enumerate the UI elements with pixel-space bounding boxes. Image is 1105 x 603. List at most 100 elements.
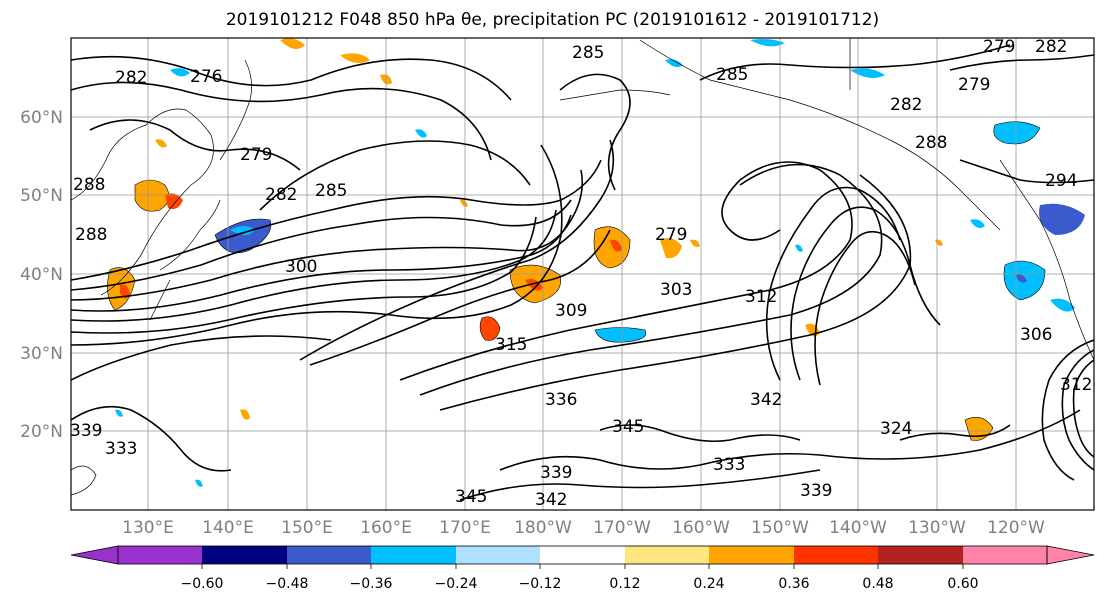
- precip-negative-area: [1050, 298, 1075, 312]
- precip-negative-area: [594, 327, 647, 343]
- longitude-labels: 130°E 140°E 150°E 160°E 170°E 180°W 170°…: [122, 518, 1045, 538]
- precip-negative-area: [170, 68, 190, 77]
- coastline-aleutians: [559, 89, 671, 101]
- colorbar-tick-label: 0.60: [947, 576, 978, 592]
- precip-negative-area: [415, 129, 427, 138]
- contour-line: [71, 216, 537, 334]
- colorbar-under-arrow: [70, 545, 119, 565]
- lat-label: 40°N: [20, 265, 63, 285]
- precip-negative-area: [970, 219, 985, 228]
- contour-label: 288: [915, 133, 947, 153]
- precip-positive-area: [610, 239, 622, 252]
- contour-line: [71, 169, 584, 301]
- precip-positive-area: [525, 279, 543, 291]
- colorbar-outline: [117, 545, 1048, 565]
- contour-label: 333: [713, 455, 745, 475]
- contour-line: [459, 469, 821, 501]
- colorbar-tick-marks: [201, 564, 964, 569]
- precip-positive-area: [340, 53, 370, 64]
- contour-label: 279: [240, 145, 272, 165]
- precip-negative-area: [195, 479, 203, 487]
- precip-negative-area: [115, 409, 123, 417]
- colorbar-segment: [625, 546, 709, 564]
- contour-line: [71, 335, 332, 381]
- contour-label: 276: [190, 67, 222, 87]
- lon-label: 140°W: [829, 518, 887, 538]
- lat-label: 60°N: [20, 108, 63, 128]
- lon-label: 140°E: [202, 518, 254, 538]
- precip-negative-area: [1015, 274, 1027, 283]
- colorbar-segment: [456, 546, 540, 564]
- colorbar-tick-label: 0.36: [778, 576, 809, 592]
- coastline-na-west: [999, 159, 1094, 361]
- contour-line: [499, 409, 1081, 471]
- contour-label: 339: [70, 421, 102, 441]
- contour-line: [899, 424, 1011, 441]
- lon-label: 120°W: [987, 518, 1045, 538]
- contour-line: [71, 55, 512, 101]
- contour-label: 324: [880, 419, 912, 439]
- lon-label: 150°W: [751, 518, 809, 538]
- contour-label: 282: [115, 68, 147, 88]
- contour-label: 309: [555, 301, 587, 321]
- contour-line: [559, 73, 631, 191]
- contour-label: 345: [455, 487, 487, 507]
- contour-line: [89, 119, 301, 171]
- contour-line: [71, 209, 557, 322]
- colorbar-segment: [202, 546, 287, 564]
- coastline-japan: [149, 199, 221, 321]
- colorbar-tick-label: 0.48: [862, 576, 893, 592]
- contour-label: 303: [660, 280, 692, 300]
- contour-label: 312: [1060, 375, 1092, 395]
- colorbar-tick-label: 0.24: [693, 576, 724, 592]
- precip-negative-area: [850, 68, 885, 79]
- contour-line: [299, 139, 615, 361]
- precip-negative-area: [665, 59, 683, 68]
- contour-label: 288: [73, 175, 105, 195]
- contour-label: 285: [315, 181, 347, 201]
- coastline-kamchatka: [219, 59, 252, 161]
- precip-positive-area: [280, 38, 305, 49]
- contour-label: 282: [1035, 37, 1067, 57]
- contour-label: 285: [572, 43, 604, 63]
- precip-positive-area: [240, 409, 250, 420]
- contour-line: [765, 186, 901, 381]
- precip-shading: [107, 38, 1085, 487]
- lat-label: 50°N: [20, 186, 63, 206]
- precip-positive-area: [479, 316, 501, 341]
- precip-positive-area: [660, 238, 682, 259]
- contour-label: 279: [983, 37, 1015, 57]
- coastline-alaska: [639, 39, 1001, 231]
- contour-line: [309, 229, 611, 366]
- contour-label: 342: [750, 390, 782, 410]
- contour-line: [71, 214, 572, 312]
- precip-positive-area: [690, 239, 700, 248]
- coastlines: [71, 38, 1094, 496]
- precip-positive-area: [460, 199, 468, 207]
- lon-label: 170°E: [439, 518, 491, 538]
- colorbar-tick-label: −0.48: [266, 576, 309, 592]
- contour-line: [71, 405, 232, 472]
- lon-label: 160°E: [360, 518, 412, 538]
- precip-negative-area: [795, 244, 803, 252]
- contour-line: [699, 44, 1011, 81]
- contour-labels: 282 276 285 285 279 279 282 288 294 288 …: [70, 37, 1092, 510]
- map-title: 2019101212 F048 850 hPa θe, precipitatio…: [225, 10, 880, 30]
- theta-e-contours: [71, 44, 1094, 501]
- precip-negative-area: [750, 39, 785, 47]
- contour-label: 300: [285, 257, 317, 277]
- lon-label: 170°W: [593, 518, 651, 538]
- contour-label: 333: [105, 439, 137, 459]
- colorbar-tick-label: −0.12: [519, 576, 562, 592]
- contour-label: 339: [540, 463, 572, 483]
- lon-label: 130°E: [122, 518, 174, 538]
- colorbar-tick-label: −0.24: [435, 576, 478, 592]
- contour-line: [419, 163, 883, 396]
- lon-label: 130°W: [908, 518, 966, 538]
- precip-positive-area: [155, 139, 167, 148]
- latitude-labels: 60°N 50°N 40°N 30°N 20°N: [20, 108, 63, 442]
- precip-negative-area: [230, 226, 255, 235]
- contour-label: 342: [535, 490, 567, 510]
- contour-line: [814, 230, 916, 386]
- contour-line: [949, 54, 1094, 71]
